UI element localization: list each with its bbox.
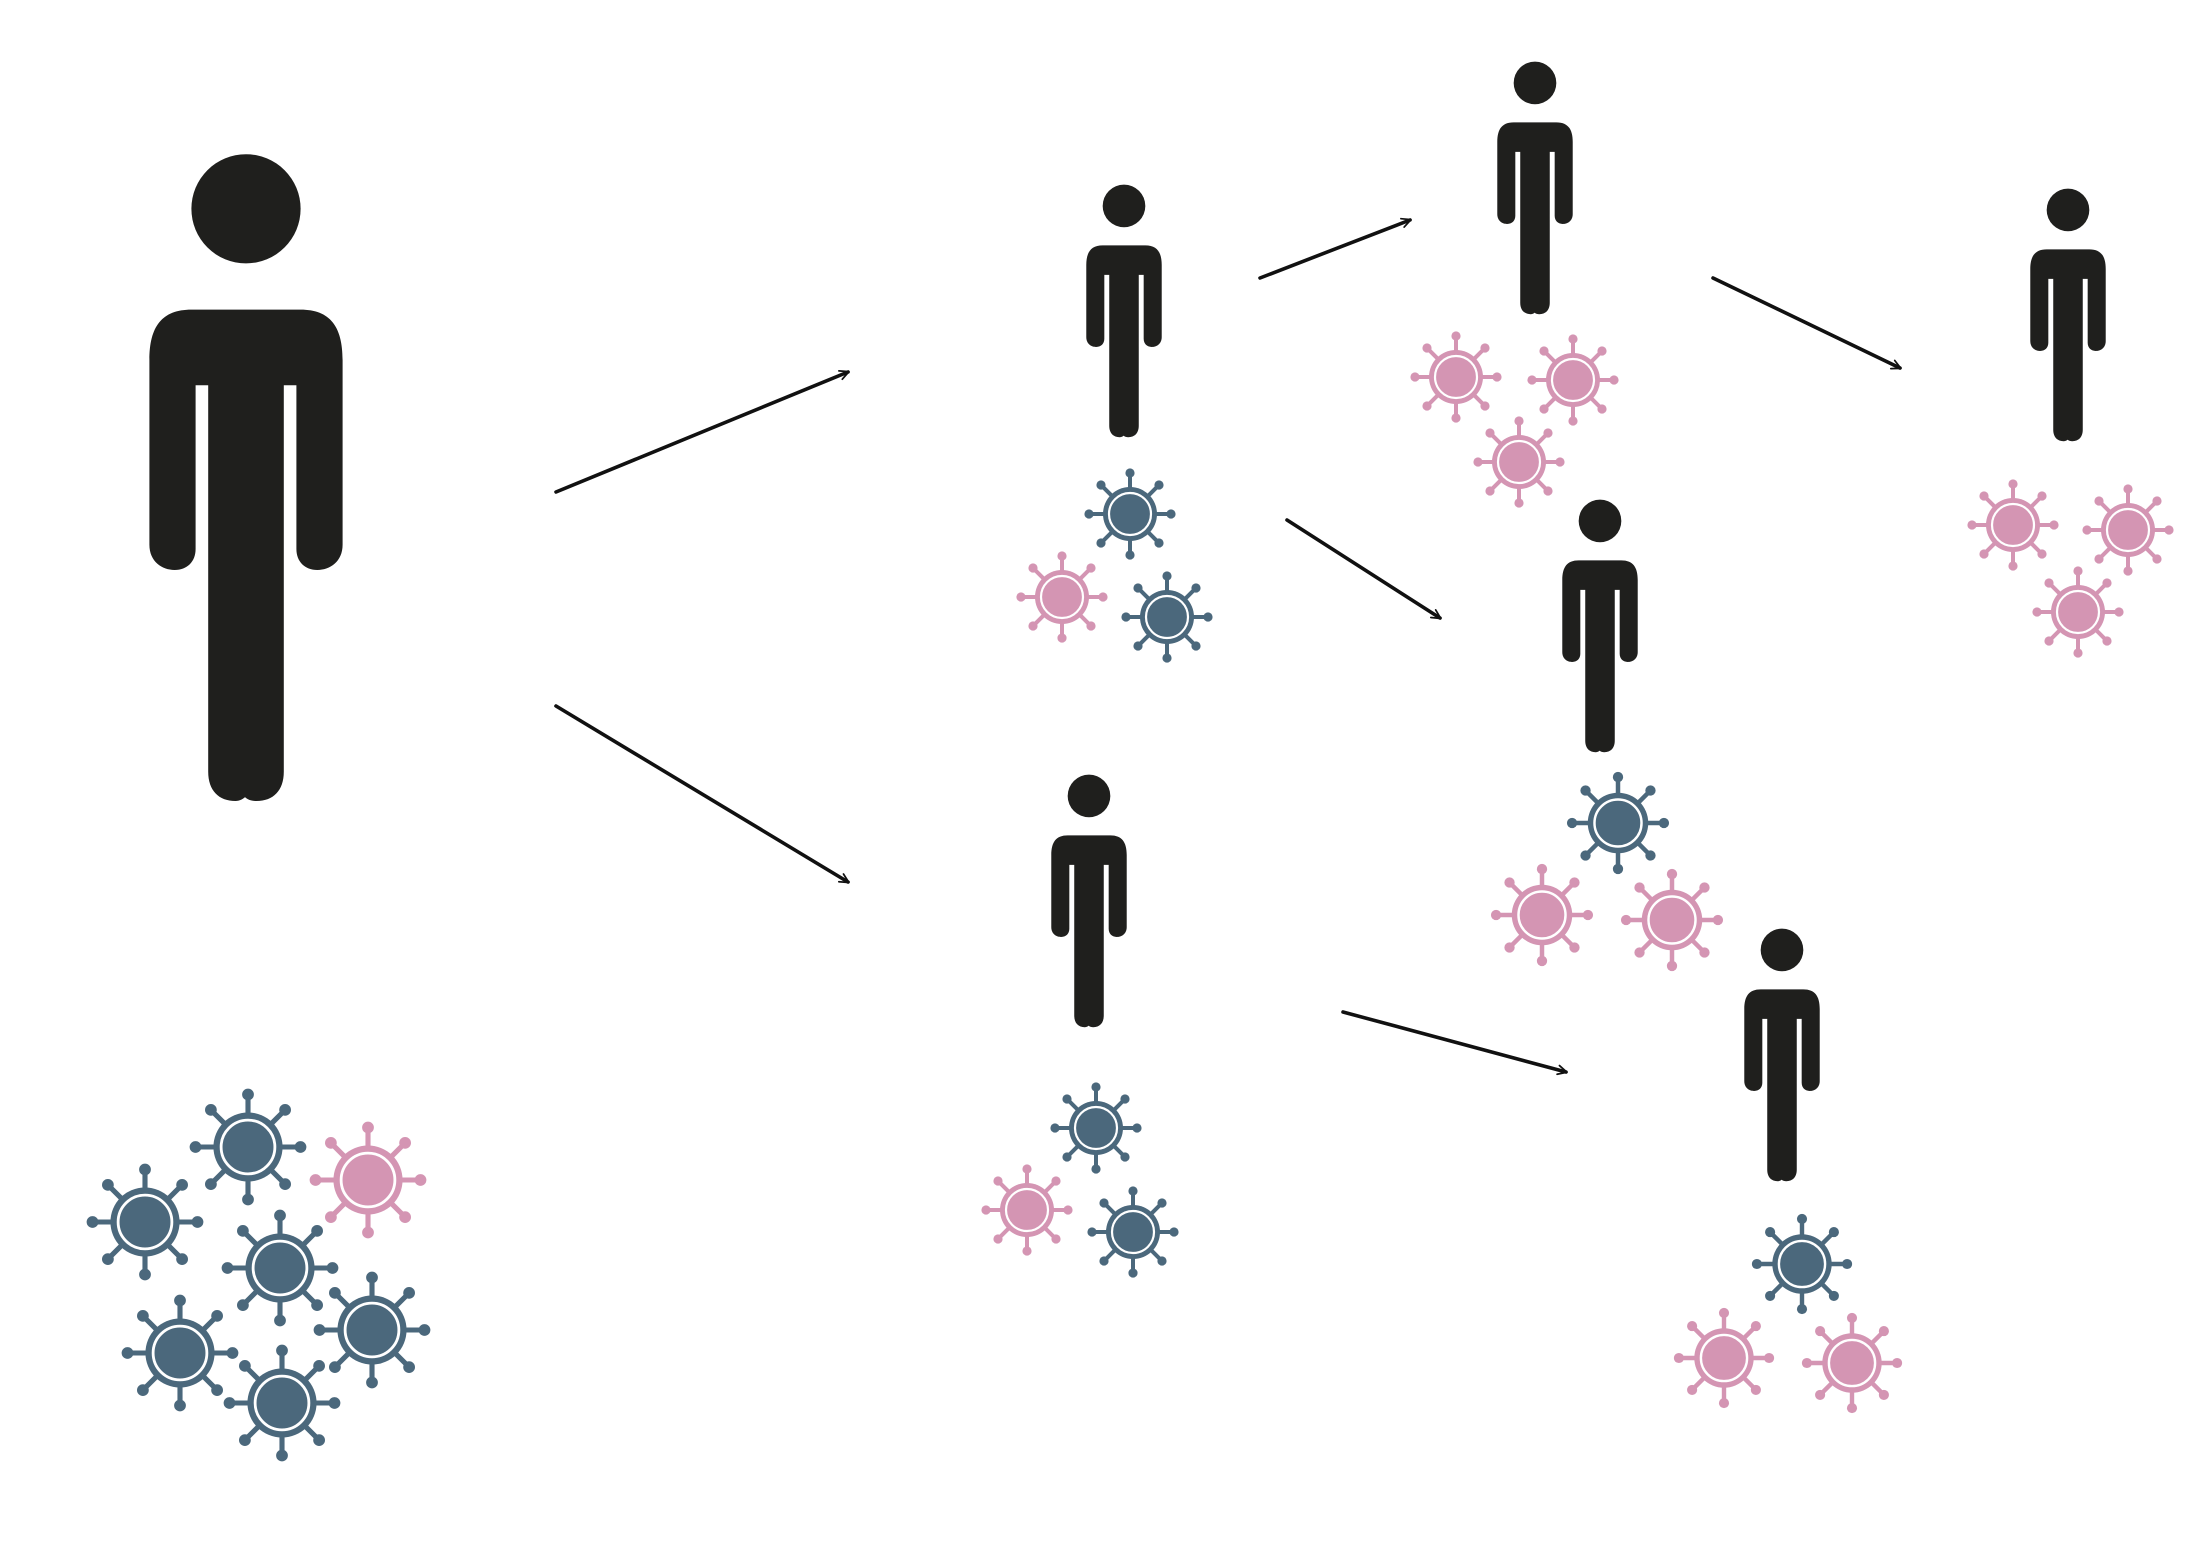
arrow-icon <box>1258 217 1412 280</box>
person-icon <box>1744 928 1820 1182</box>
virus-icon <box>1087 1186 1179 1278</box>
arrow-icon <box>1711 276 1902 370</box>
virus-group <box>1967 479 2174 658</box>
virus-icon <box>1410 331 1502 423</box>
virus-icon <box>221 1209 339 1327</box>
virus-icon <box>1673 1307 1775 1409</box>
virus-icon <box>1473 416 1565 508</box>
person-icon <box>149 154 343 801</box>
person-icon <box>1497 61 1573 315</box>
virus-icon <box>1751 1213 1853 1315</box>
virus-icon <box>2032 566 2124 658</box>
virus-icon <box>309 1121 427 1239</box>
virus-icon <box>313 1271 431 1389</box>
virus-group <box>981 1082 1179 1278</box>
virus-icon <box>1050 1082 1142 1174</box>
virus-icon <box>1084 468 1176 560</box>
virus-icon <box>2082 484 2174 576</box>
virus-group <box>1410 331 1619 508</box>
person-icon <box>1086 184 1162 438</box>
virus-group <box>86 1088 431 1462</box>
viruses-layer <box>86 331 2174 1462</box>
virus-icon <box>121 1294 239 1412</box>
virus-icon <box>223 1344 341 1462</box>
arrow-icon <box>554 704 850 884</box>
virus-group <box>1673 1213 1903 1414</box>
arrows-layer <box>554 217 1902 1076</box>
person-icon <box>1562 499 1638 753</box>
arrow-icon <box>554 370 850 494</box>
arrow-icon <box>1341 1010 1568 1076</box>
arrow-icon <box>1285 518 1442 620</box>
virus-icon <box>1620 868 1724 972</box>
virus-group <box>1016 468 1213 663</box>
virus-icon <box>86 1163 204 1281</box>
virus-icon <box>1801 1312 1903 1414</box>
virus-icon <box>1566 771 1670 875</box>
people-layer <box>149 61 2106 1182</box>
virus-icon <box>1967 479 2059 571</box>
virus-icon <box>1016 551 1108 643</box>
virus-icon <box>189 1088 307 1206</box>
virus-icon <box>1490 863 1594 967</box>
person-icon <box>2030 188 2106 442</box>
virus-icon <box>1527 334 1619 426</box>
virus-group <box>1490 771 1724 972</box>
virus-icon <box>981 1164 1073 1256</box>
person-icon <box>1051 774 1127 1028</box>
virus-icon <box>1121 571 1213 663</box>
